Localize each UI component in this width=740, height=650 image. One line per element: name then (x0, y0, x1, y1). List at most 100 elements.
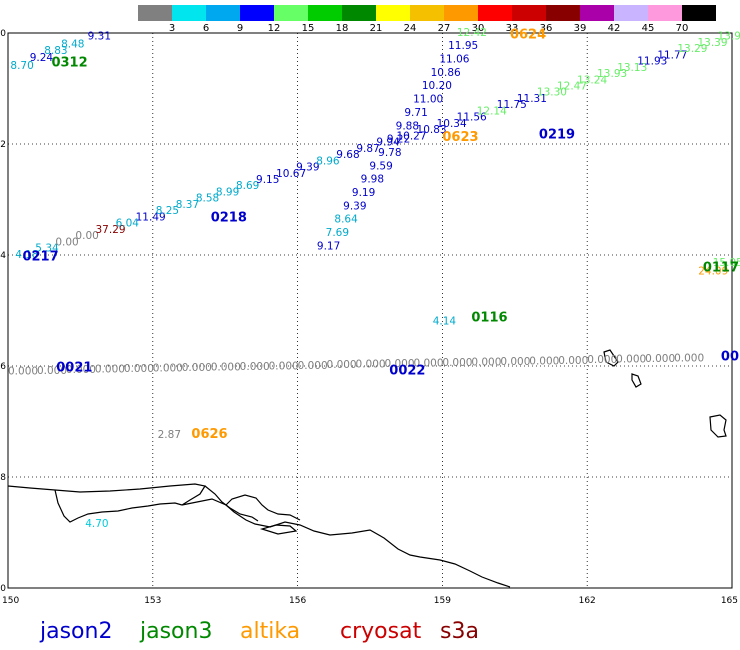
zero-track-value: 0.000 (558, 355, 588, 367)
zero-track-value: 0.000 (37, 365, 67, 377)
island-c (709, 414, 727, 438)
inner-coast-1 (204, 485, 259, 522)
lat-tick-label: -70 (0, 584, 6, 594)
colorbar-swatch (138, 5, 172, 21)
colorbar-label: 9 (237, 23, 243, 34)
isolated-value: 15.05 (713, 257, 740, 269)
pass-label: 0219 (539, 127, 575, 142)
zero-track-value: 0.000 (8, 365, 38, 377)
pass-label: 0116 (471, 311, 507, 326)
track-c-value: 11.93 (637, 56, 667, 68)
colorbar-label: 36 (540, 23, 553, 34)
axis-tick-labels: 150 153 156 159 162 165 -60 -62 -64 -66 -68 -70 (0, 29, 738, 606)
colorbar-label: 30 (472, 23, 485, 34)
zero-track-value: 0.000 (674, 353, 704, 365)
island-a (603, 349, 619, 367)
track-a-value: 8.70 (10, 60, 33, 72)
zero-track-value: 0.000 (240, 361, 270, 373)
lon-tick-label: 159 (434, 596, 451, 606)
zero-track-value: 0.000 (211, 361, 241, 373)
zero-track-value: 0.000 (587, 354, 617, 366)
isolated-value: 2.87 (158, 429, 181, 441)
colorbar-swatch (682, 5, 716, 21)
track-c-value: 5.34 (35, 243, 59, 255)
track-c-value: 9.39 (296, 162, 319, 174)
track-c-value: 8.99 (216, 186, 239, 198)
pass-label: 0312 (51, 55, 87, 70)
pass-label: 0022 (389, 363, 425, 378)
colorbar-label: 70 (676, 23, 689, 34)
track-b-value: 9.71 (404, 107, 427, 119)
colorbar-label: 18 (336, 23, 349, 34)
zero-track-value: 0.000 (269, 360, 299, 372)
track-c-value: 4.18 (15, 249, 38, 261)
track-c-value: 13.30 (537, 87, 567, 99)
track-c-value: 9.15 (256, 174, 279, 186)
legend-jason2: jason2 (39, 619, 112, 644)
colorbar-swatch (444, 5, 478, 21)
colorbar-swatch (512, 5, 546, 21)
track-c-value: 12.47 (557, 81, 587, 93)
track-b-value: 7.69 (326, 227, 349, 239)
antarctic-coast (7, 483, 511, 588)
colorbar-swatch (376, 5, 410, 21)
zero-track-value: 0.000 (182, 362, 212, 374)
colorbar-swatch (342, 5, 376, 21)
track-b-value: 11.95 (448, 40, 478, 52)
track-c-value: 37.29 (96, 224, 126, 236)
track-c-value: 8.37 (176, 199, 199, 211)
track-b-value: 8.64 (334, 214, 358, 226)
track-b-value: 9.78 (378, 147, 401, 159)
track-b-value: 9.22 (387, 134, 410, 146)
zero-track-value: 0.000 (529, 355, 559, 367)
lat-tick-label: -68 (0, 473, 6, 483)
track-c-value: 13.13 (617, 62, 647, 74)
track-c-value: 9.87 (356, 143, 379, 155)
pass-label: 0626 (191, 427, 227, 442)
track-a-value: 9.31 (88, 31, 111, 43)
coast-inlet (54, 489, 183, 523)
track-c-value: 9.68 (336, 149, 359, 161)
legend-altika: altika (240, 619, 300, 644)
colorbar-label: 42 (608, 23, 621, 34)
satellite-legend: jason2 jason3 altika cryosat s3a (39, 619, 479, 644)
colorbar-label: 45 (642, 23, 655, 34)
colorbar-label: 39 (574, 23, 587, 34)
track-c-value: 13.29 (677, 43, 707, 55)
zero-track-value: 0.000 (413, 358, 443, 370)
coast-spit (259, 524, 298, 535)
lat-tick-label: -66 (0, 362, 6, 372)
colorbar-label: 33 (506, 23, 519, 34)
lat-tick-label: -60 (0, 29, 6, 39)
pass-label: 00 (721, 349, 739, 364)
track-c-value: 13.39 (697, 37, 727, 49)
island-b (631, 373, 642, 388)
graticule (8, 33, 732, 588)
lon-tick-label: 150 (2, 596, 19, 606)
track-b-value: 9.59 (369, 160, 392, 172)
legend-cryosat: cryosat (340, 619, 422, 644)
colorbar-swatch (206, 5, 240, 21)
zero-track-value: 0.000 (442, 357, 472, 369)
track-c-value: 0.00 (55, 236, 78, 248)
colorbar-label: 15 (302, 23, 315, 34)
lat-tick-label: -62 (0, 140, 6, 150)
legend-jason3: jason3 (139, 619, 212, 644)
colorbar-label: 24 (404, 23, 417, 34)
zero-track-value: 0.000 (500, 356, 530, 368)
track-c-value: 11.31 (517, 93, 547, 105)
track-c-value: 11.77 (657, 49, 687, 61)
colorbar-label: 3 (169, 23, 175, 34)
map-frame (7, 32, 733, 589)
pass-label: 0117 (703, 261, 739, 276)
colorbar-swatch (240, 5, 274, 21)
colorbar-label: 27 (438, 23, 451, 34)
track-c-value: 13.93 (718, 31, 740, 43)
isolated-value: 24.09 (698, 265, 728, 277)
colorbar: 3 6 9 12 15 18 21 24 27 30 33 36 39 42 45 70 (138, 5, 716, 34)
legend-s3a: s3a (440, 619, 479, 644)
coastline (7, 349, 727, 588)
colorbar-swatch (546, 5, 580, 21)
isolated-value: 4.70 (85, 518, 108, 530)
